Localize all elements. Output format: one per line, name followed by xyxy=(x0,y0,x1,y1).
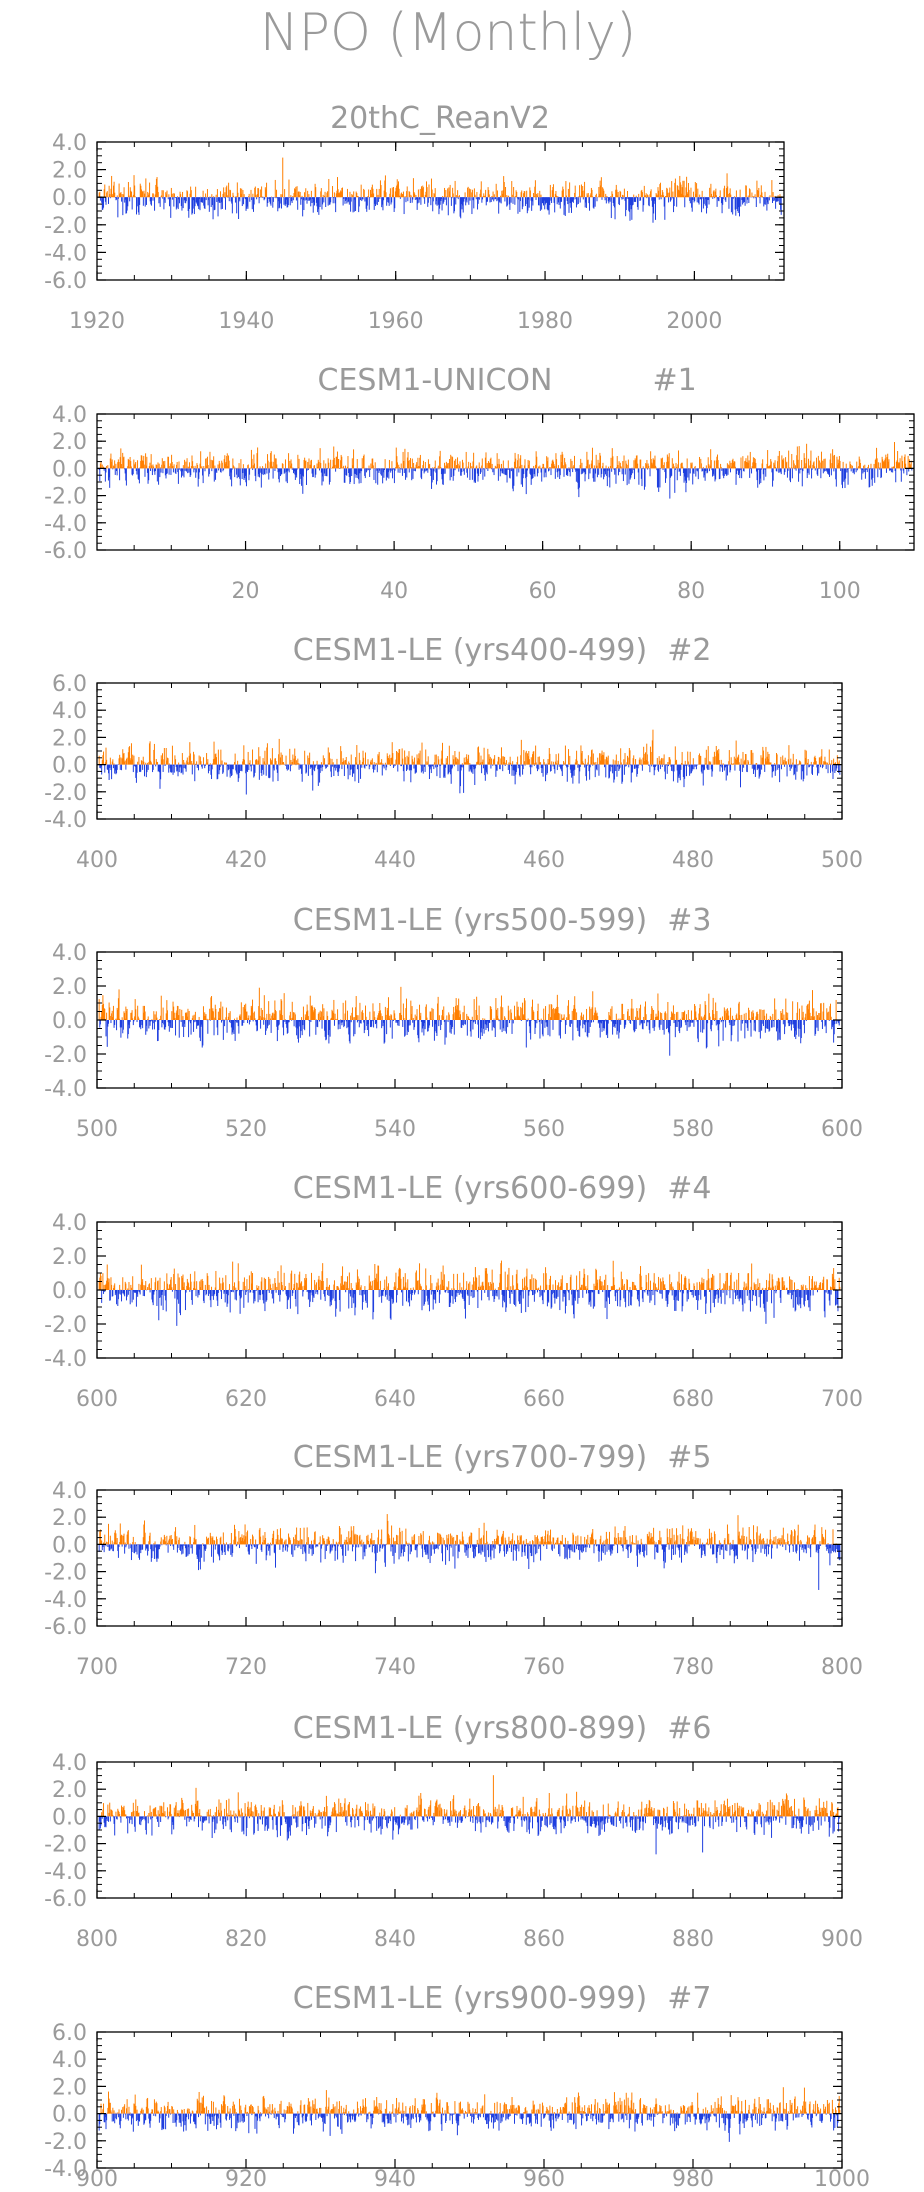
panel-title: CESM1-LE (yrs500-599) xyxy=(293,903,647,938)
panel-title: CESM1-UNICON xyxy=(318,363,553,398)
x-tick-label: 1940 xyxy=(218,309,274,334)
y-tick-label: 4.0 xyxy=(52,403,87,428)
y-tick-label: -2.0 xyxy=(44,214,87,239)
plot-frame xyxy=(96,682,843,820)
y-tick-label: 6.0 xyxy=(52,672,87,697)
x-tick-label: 2000 xyxy=(666,309,722,334)
y-tick-label: -4.0 xyxy=(44,808,87,833)
x-tick-label: 1920 xyxy=(69,309,125,334)
chart-panel-1: 20thC_ReanV2 4.0 2.00.0 -2.0-4.0 -6.0 1920 194… xyxy=(44,101,785,334)
chart-panel-2: CESM1-UNICON #1 4.02.00.0 -2.0-4.0-6.0 20 40 6… xyxy=(44,363,915,604)
panel-title: 20thC_ReanV2 xyxy=(330,101,550,136)
x-tick-label: 400 xyxy=(76,848,118,873)
x-tick-label: 440 xyxy=(374,848,416,873)
x-tick-label: 1960 xyxy=(368,309,424,334)
y-tick-label: 2.0 xyxy=(52,726,87,751)
bar-series xyxy=(98,986,841,1056)
x-tick-label: 80 xyxy=(677,579,705,604)
plot-frame xyxy=(96,141,785,281)
y-tick-label: -6.0 xyxy=(44,539,87,564)
plot-frame xyxy=(96,413,915,551)
y-tick-label: -4.0 xyxy=(44,241,87,266)
x-tick-label: 40 xyxy=(380,579,408,604)
chart-panel-4: CESM1-LE (yrs500-599) #34.02.00.0-2.0-4.0… xyxy=(44,903,863,1142)
y-tick-label: -2.0 xyxy=(44,781,87,806)
chart-panel-3: CESM1-LE (yrs400-499) #2 6.04.02.0 0.0-2.0-… xyxy=(44,633,863,873)
y-tick-label: 0.0 xyxy=(52,754,87,779)
bar-series xyxy=(98,729,841,795)
x-tick-label: 460 xyxy=(523,848,565,873)
panel-title: CESM1-LE (yrs400-499) xyxy=(293,633,647,668)
y-tick-label: 0.0 xyxy=(52,457,87,482)
x-tick-label: 480 xyxy=(672,848,714,873)
x-tick-label: 60 xyxy=(529,579,557,604)
x-tick-label: 1980 xyxy=(517,309,573,334)
y-tick-label: 4.0 xyxy=(52,131,87,156)
y-tick-label: -2.0 xyxy=(44,485,87,510)
y-tick-label: -4.0 xyxy=(44,512,87,537)
panel-run-tag: #3 xyxy=(667,903,711,938)
y-tick-label: 2.0 xyxy=(52,430,87,455)
y-tick-label: 4.0 xyxy=(52,699,87,724)
y-tick-label: -6.0 xyxy=(44,269,87,294)
x-tick-label: 100 xyxy=(819,579,861,604)
figure-title: NPO (Monthly) xyxy=(260,3,637,63)
bar-series xyxy=(98,157,783,223)
x-tick-label: 500 xyxy=(821,848,863,873)
x-tick-label: 20 xyxy=(232,579,260,604)
bar-series xyxy=(98,442,913,499)
y-tick-label: 0.0 xyxy=(52,186,87,211)
y-tick-label: 2.0 xyxy=(52,159,87,184)
panel-run-tag: #1 xyxy=(653,363,697,398)
panel-run-tag: #2 xyxy=(667,633,711,668)
x-tick-label: 420 xyxy=(225,848,267,873)
